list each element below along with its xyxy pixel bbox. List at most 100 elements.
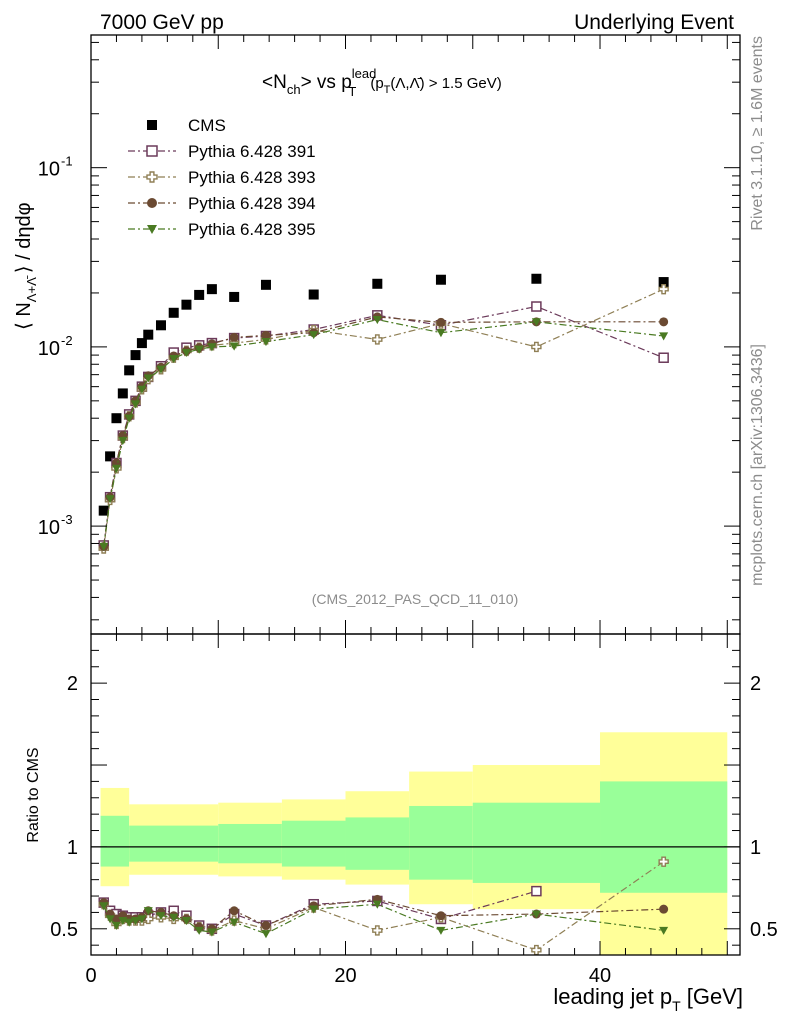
legend-marker [147,225,157,234]
data-point [436,911,446,921]
data-point [261,338,271,347]
data-point [181,299,192,310]
series-line [103,305,664,546]
ylabel-close: ⟩ / dηdφ [13,202,35,273]
data-point [111,464,121,473]
data-point [131,400,141,409]
y-tick-exponent: -3 [61,512,73,527]
xlabel-part-a: leading jet p [553,984,672,1009]
data-point [105,915,115,924]
ratio-y-tick-label-right: 1 [750,837,761,859]
title-sup-lead: lead [352,66,377,81]
series-line [103,318,664,547]
ratio-ylabel: Ratio to CMS [25,747,42,842]
legend-entry: Pythia 6.428 394 [188,194,316,213]
data-point [261,921,271,931]
data-point [658,856,669,867]
data-point [531,885,542,897]
top-ylabel: ⟨ NΛ+Λ̄ ⟩ / dηdφ [13,202,39,330]
title-sub-ch: ch [287,82,301,97]
data-point [99,542,109,551]
legend-marker [146,171,158,183]
legend-entry: Pythia 6.428 393 [188,168,316,187]
header-right: Underlying Event [574,11,734,34]
data-point [372,900,382,909]
rivet-label: Rivet 3.1.10, ≥ 1.6M events [749,36,766,231]
xlabel: leading jet pT [GeV] [553,984,743,1014]
data-point [105,451,116,462]
data-point [137,385,147,394]
x-tick-label: 0 [85,965,96,987]
data-point [659,332,669,341]
data-point [372,278,383,289]
legend: CMS Pythia 6.428 391 Pythia 6.428 393 Pythi… [128,116,316,239]
ratio-panel: 0 20 40 0.5 0.5 1 1 2 2 [50,620,778,987]
data-point [372,334,383,345]
data-point [229,906,239,916]
data-point [658,277,669,288]
data-point [136,338,147,349]
uncertainty-band-green [100,815,130,867]
series-line [103,288,664,549]
legend-entry: Pythia 6.428 395 [188,220,316,239]
data-point [131,917,141,926]
legend-entry: CMS [188,116,226,135]
ratio-y-tick-label-right: 0.5 [750,919,778,941]
uncertainty-band-green [218,823,282,864]
data-point [118,436,128,446]
y-tick-label: 10 [38,338,60,360]
data-point [435,274,446,285]
data-point [155,320,166,331]
ratio-y-tick-label-right: 2 [750,673,761,695]
ratio-frame [90,633,741,956]
legend-marker [147,120,157,130]
data-point [436,329,446,338]
uncertainty-band-green [129,825,219,862]
data-point [436,317,446,327]
data-point [659,904,669,914]
top-panel: 10-310-210-1 [38,34,741,635]
data-point [111,413,122,424]
uncertainty-band-green [472,802,601,883]
xlabel-sub: T [672,998,681,1014]
data-point [229,918,239,927]
data-point [169,355,179,364]
title-part-a: <N [262,72,287,93]
data-point [194,345,204,354]
data-point [372,316,382,325]
title-part-d: (Λ,Λ̄) > 1.5 GeV) [390,75,501,92]
data-point [436,926,446,935]
data-point [181,917,191,926]
uncertainty-band-green [345,817,410,870]
ratio-y-tick-label: 1 [67,837,78,859]
data-point [207,928,217,937]
data-point [658,283,669,295]
title-part-b: > vs p [301,72,352,93]
data-point [130,350,141,361]
data-point [111,921,121,931]
legend-marker [147,198,157,208]
data-point [169,913,179,922]
uncertainty-band-green [281,820,346,867]
data-point [168,307,179,318]
main-plot-title: <Nch> vs plead T (pT(Λ,Λ̄) > 1.5 GeV) [262,66,502,99]
analysis-watermark: (CMS_2012_PAS_QCD_11_010) [312,591,519,607]
data-point [531,318,541,327]
data-point [309,905,319,914]
x-tick-label: 20 [334,965,356,987]
header-left: 7000 GeV pp [100,11,224,34]
ylabel-sub: Λ+Λ̄ [24,275,39,302]
series-line [103,898,664,930]
ratio-y-tick-label: 2 [67,673,78,695]
data-point [143,374,153,383]
data-point [659,317,669,327]
data-point [99,902,109,911]
mcplots-label: mcplots.cern.ch [arXiv:1306.3436] [749,344,766,586]
data-point [194,289,205,300]
data-point [261,330,271,340]
data-point [207,343,217,352]
x-tick-label: 40 [589,965,611,987]
legend-marker [146,145,158,157]
y-tick-exponent: -2 [61,333,73,348]
data-point [531,944,542,956]
